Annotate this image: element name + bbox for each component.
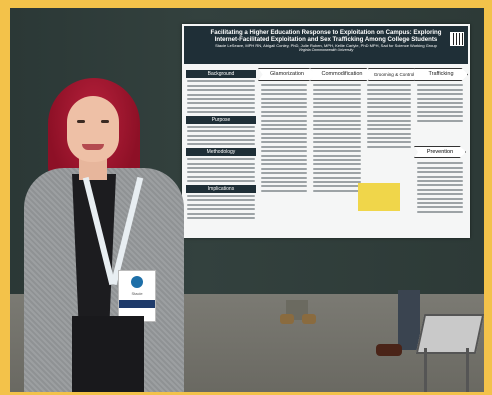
prevention-text (416, 160, 464, 215)
presenter-top (72, 174, 116, 324)
shoe-left (376, 344, 402, 356)
presenter-pants (72, 316, 144, 392)
trafficking-text (416, 82, 464, 124)
badge-name: Stacie (131, 291, 143, 296)
research-poster: Facilitating a Higher Education Response… (182, 24, 470, 238)
presenter-face (67, 96, 119, 162)
badge-logo-icon (131, 276, 143, 288)
stage-trafficking: Trafficking (414, 68, 468, 81)
poster-left-column: Background Purpose Methodology Implicati… (186, 68, 256, 221)
poster-institution: Virginia Commonwealth University (298, 48, 354, 52)
section-implications: Implications (186, 184, 256, 193)
stage-prevention: Prevention (414, 146, 466, 158)
stage-glamorization: Glamorization (258, 68, 316, 81)
photo-scene: Facilitating a Higher Education Response… (10, 8, 484, 392)
poster-title: Facilitating a Higher Education Response… (210, 29, 442, 43)
poster-header: Facilitating a Higher Education Response… (184, 26, 468, 64)
glamorization-text (260, 82, 308, 194)
bystander-right (398, 290, 420, 350)
presenter-neck (79, 158, 107, 180)
boot-left (280, 314, 294, 324)
section-background: Background (186, 70, 256, 78)
grooming-text (366, 82, 412, 150)
smile (82, 144, 104, 150)
eye-left (77, 120, 85, 123)
eye-right (101, 120, 109, 123)
boot-right (302, 314, 316, 324)
highlight-box (358, 183, 400, 211)
qr-code-icon (450, 32, 464, 46)
poster-authors: Stacie LeSeave, MPH RN, Abigail Conley, … (215, 43, 437, 48)
commodification-text (312, 82, 362, 194)
stage-grooming-control: Grooming & Control (368, 68, 420, 81)
stage-commodification: Commodification (310, 68, 374, 81)
badge-band (119, 300, 155, 308)
section-purpose: Purpose (186, 115, 256, 124)
name-badge: Stacie (118, 270, 156, 322)
section-methodology: Methodology (186, 147, 256, 156)
